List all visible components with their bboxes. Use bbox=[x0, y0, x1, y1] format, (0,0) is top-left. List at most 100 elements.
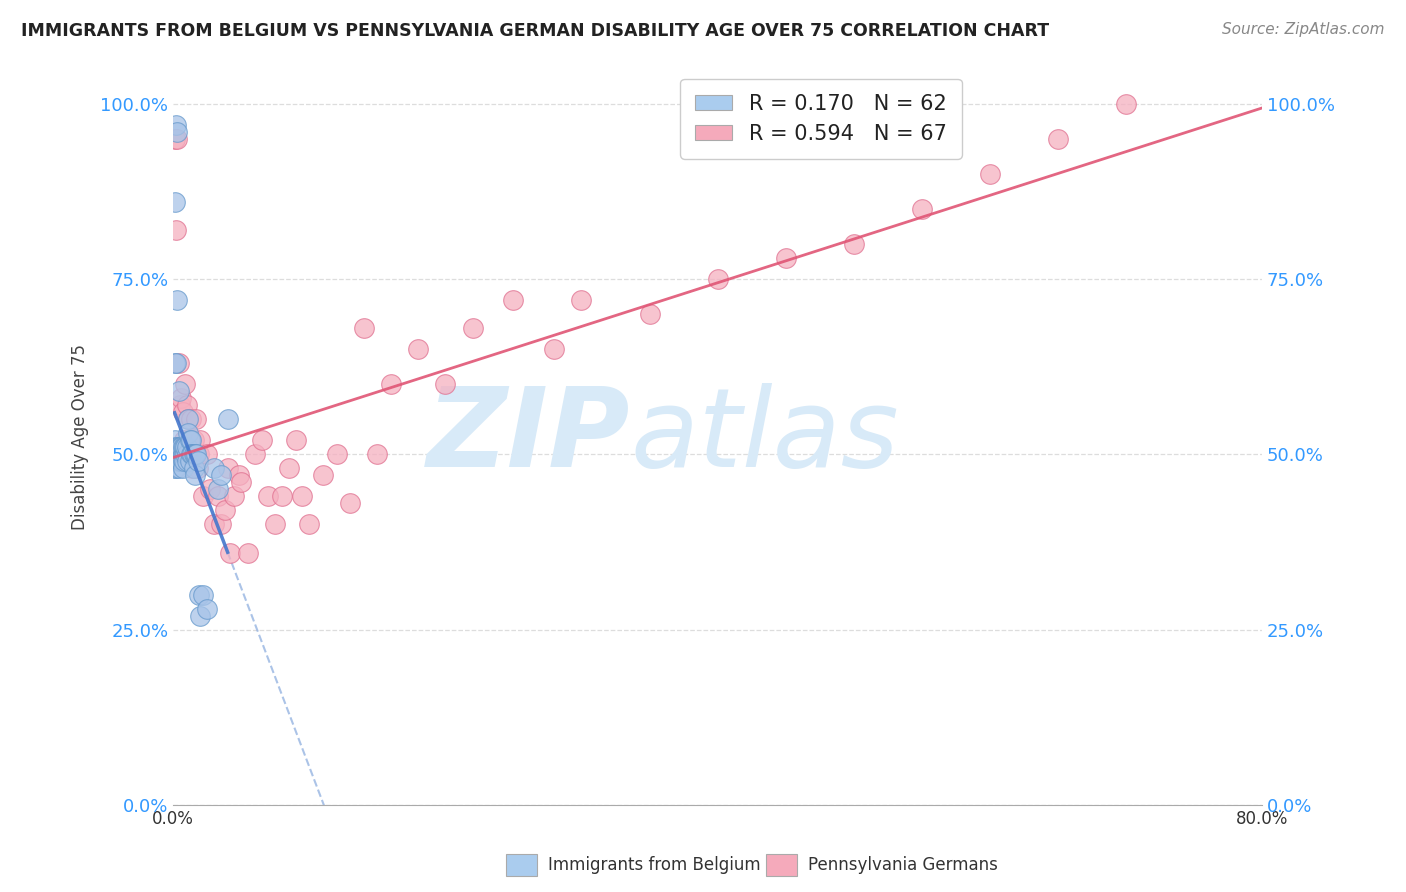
Point bbox=[979, 167, 1001, 181]
Point bbox=[264, 517, 287, 532]
Point bbox=[188, 588, 211, 602]
Point bbox=[167, 440, 190, 454]
Point bbox=[184, 468, 207, 483]
Point bbox=[166, 447, 188, 461]
Point bbox=[842, 236, 865, 251]
Point bbox=[434, 377, 457, 392]
Point bbox=[271, 490, 294, 504]
Point bbox=[167, 384, 190, 399]
Point bbox=[380, 377, 402, 392]
Point bbox=[172, 440, 194, 454]
Text: IMMIGRANTS FROM BELGIUM VS PENNSYLVANIA GERMAN DISABILITY AGE OVER 75 CORRELATIO: IMMIGRANTS FROM BELGIUM VS PENNSYLVANIA … bbox=[21, 22, 1049, 40]
Point bbox=[172, 454, 194, 468]
Point bbox=[167, 447, 190, 461]
Point bbox=[163, 461, 186, 475]
Point bbox=[181, 447, 204, 461]
Point bbox=[207, 490, 229, 504]
Point bbox=[170, 440, 193, 454]
Point bbox=[174, 447, 197, 461]
Point bbox=[176, 447, 198, 461]
Point bbox=[163, 447, 186, 461]
Point bbox=[291, 490, 314, 504]
Point bbox=[179, 454, 201, 468]
Point bbox=[243, 447, 266, 461]
Text: ZIP: ZIP bbox=[427, 384, 630, 491]
Point bbox=[180, 434, 202, 448]
Text: atlas: atlas bbox=[630, 384, 898, 491]
Point bbox=[184, 447, 207, 461]
Point bbox=[169, 454, 191, 468]
Point bbox=[172, 405, 194, 419]
Point bbox=[325, 447, 347, 461]
Point bbox=[173, 434, 195, 448]
Point bbox=[1115, 96, 1137, 111]
Point bbox=[166, 454, 188, 468]
Point bbox=[209, 517, 232, 532]
Point bbox=[166, 293, 188, 307]
Point bbox=[706, 272, 728, 286]
Point bbox=[195, 601, 218, 615]
Point bbox=[165, 118, 187, 132]
Point bbox=[195, 447, 218, 461]
Point bbox=[174, 377, 197, 392]
Point bbox=[190, 434, 212, 448]
Point bbox=[176, 440, 198, 454]
Point bbox=[181, 461, 204, 475]
Point bbox=[170, 454, 193, 468]
Point bbox=[167, 454, 190, 468]
Point bbox=[165, 447, 187, 461]
Point bbox=[188, 447, 211, 461]
Point bbox=[183, 447, 205, 461]
Point bbox=[298, 517, 321, 532]
Point bbox=[202, 461, 225, 475]
Point bbox=[165, 461, 187, 475]
Point bbox=[167, 356, 190, 370]
Point bbox=[214, 503, 236, 517]
Y-axis label: Disability Age Over 75: Disability Age Over 75 bbox=[72, 343, 89, 530]
Point bbox=[165, 454, 187, 468]
Point bbox=[177, 412, 200, 426]
Point bbox=[174, 440, 197, 454]
Point bbox=[250, 434, 273, 448]
Point bbox=[169, 447, 191, 461]
Point bbox=[165, 447, 187, 461]
Point bbox=[163, 194, 186, 209]
Point bbox=[163, 447, 186, 461]
Text: Immigrants from Belgium: Immigrants from Belgium bbox=[548, 855, 761, 874]
Point bbox=[183, 461, 205, 475]
Point bbox=[224, 490, 246, 504]
Point bbox=[219, 545, 242, 559]
Point bbox=[166, 440, 188, 454]
Point bbox=[502, 293, 524, 307]
Point bbox=[406, 342, 429, 356]
Point bbox=[257, 490, 280, 504]
Point bbox=[173, 454, 195, 468]
Point bbox=[165, 440, 187, 454]
Point bbox=[172, 447, 194, 461]
Point bbox=[173, 440, 195, 454]
Point bbox=[166, 440, 188, 454]
Point bbox=[775, 251, 797, 265]
Point bbox=[173, 447, 195, 461]
Point bbox=[177, 426, 200, 441]
Point bbox=[284, 434, 307, 448]
Point bbox=[176, 454, 198, 468]
Point bbox=[169, 398, 191, 412]
Point bbox=[179, 434, 201, 448]
Point bbox=[638, 307, 661, 321]
Point bbox=[217, 412, 239, 426]
Point bbox=[461, 321, 484, 335]
Point bbox=[353, 321, 375, 335]
Point bbox=[236, 545, 259, 559]
Point bbox=[207, 483, 229, 497]
Point bbox=[228, 468, 250, 483]
Point bbox=[163, 440, 186, 454]
Point bbox=[163, 356, 186, 370]
Point bbox=[169, 447, 191, 461]
Point bbox=[191, 588, 214, 602]
Point bbox=[167, 461, 190, 475]
Point bbox=[165, 223, 187, 237]
Point bbox=[187, 454, 209, 468]
Point bbox=[179, 447, 201, 461]
Point bbox=[163, 131, 186, 145]
